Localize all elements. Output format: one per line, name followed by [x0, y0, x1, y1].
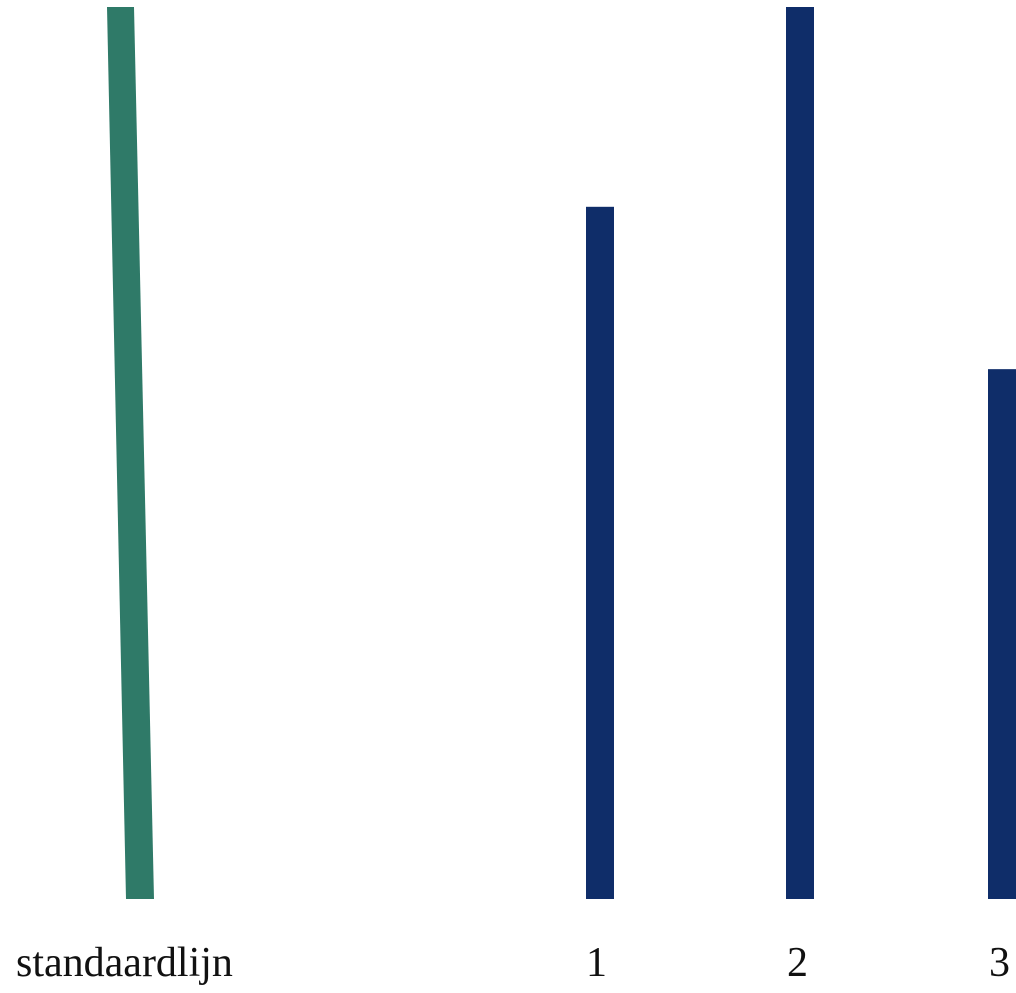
standard-line — [107, 7, 154, 899]
standard-line-label: standaardlijn — [16, 940, 233, 986]
comparison-line-2 — [786, 7, 814, 899]
comparison-line-3 — [988, 369, 1016, 900]
comparison-line-2-label: 2 — [787, 940, 808, 986]
comparison-line-3-label: 3 — [989, 940, 1010, 986]
comparison-line-1 — [586, 206, 614, 900]
comparison-line-1-label: 1 — [586, 940, 607, 986]
